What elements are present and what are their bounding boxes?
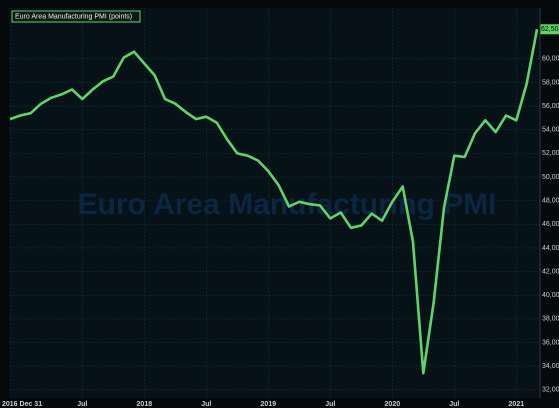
y-tick-label: 54,00 <box>542 127 559 134</box>
y-tick-label: 44,00 <box>542 245 559 252</box>
y-tick-label: 46,00 <box>542 221 559 228</box>
y-tick-label: 42,00 <box>542 268 559 275</box>
x-tick-label: Jul <box>449 401 459 408</box>
y-tick-label: 32,00 <box>542 387 559 394</box>
line-series <box>9 29 539 375</box>
x-tick-label: 2021 <box>509 401 525 408</box>
x-tick-label: Jul <box>325 401 335 408</box>
x-tick-label: Jul <box>77 401 87 408</box>
legend-box <box>11 10 141 23</box>
plot-area <box>10 8 540 398</box>
x-tick-label: 2020 <box>385 401 401 408</box>
y-tick-label: 34,00 <box>542 363 559 370</box>
last-value-label: 62,50 <box>541 26 559 33</box>
y-tick-label: 52,00 <box>542 150 559 157</box>
legend-label: Euro Area Manufacturing PMI (points) <box>15 13 132 20</box>
y-tick-label: 58,00 <box>542 79 559 86</box>
x-tick-label: 2018 <box>137 401 153 408</box>
x-tick-label: Jul <box>201 401 211 408</box>
y-tick-label: 60,00 <box>542 56 559 63</box>
y-tick-label: 48,00 <box>542 197 559 204</box>
x-tick-label: 2019 <box>261 401 277 408</box>
x-tick-label: 2016 Dec 31 <box>2 401 42 408</box>
y-tick-label: 50,00 <box>542 174 559 181</box>
y-tick-label: 36,00 <box>542 339 559 346</box>
y-tick-label: 38,00 <box>542 316 559 323</box>
y-tick-label: 40,00 <box>542 292 559 299</box>
y-tick-label: 56,00 <box>542 103 559 110</box>
last-value-box <box>540 24 559 35</box>
